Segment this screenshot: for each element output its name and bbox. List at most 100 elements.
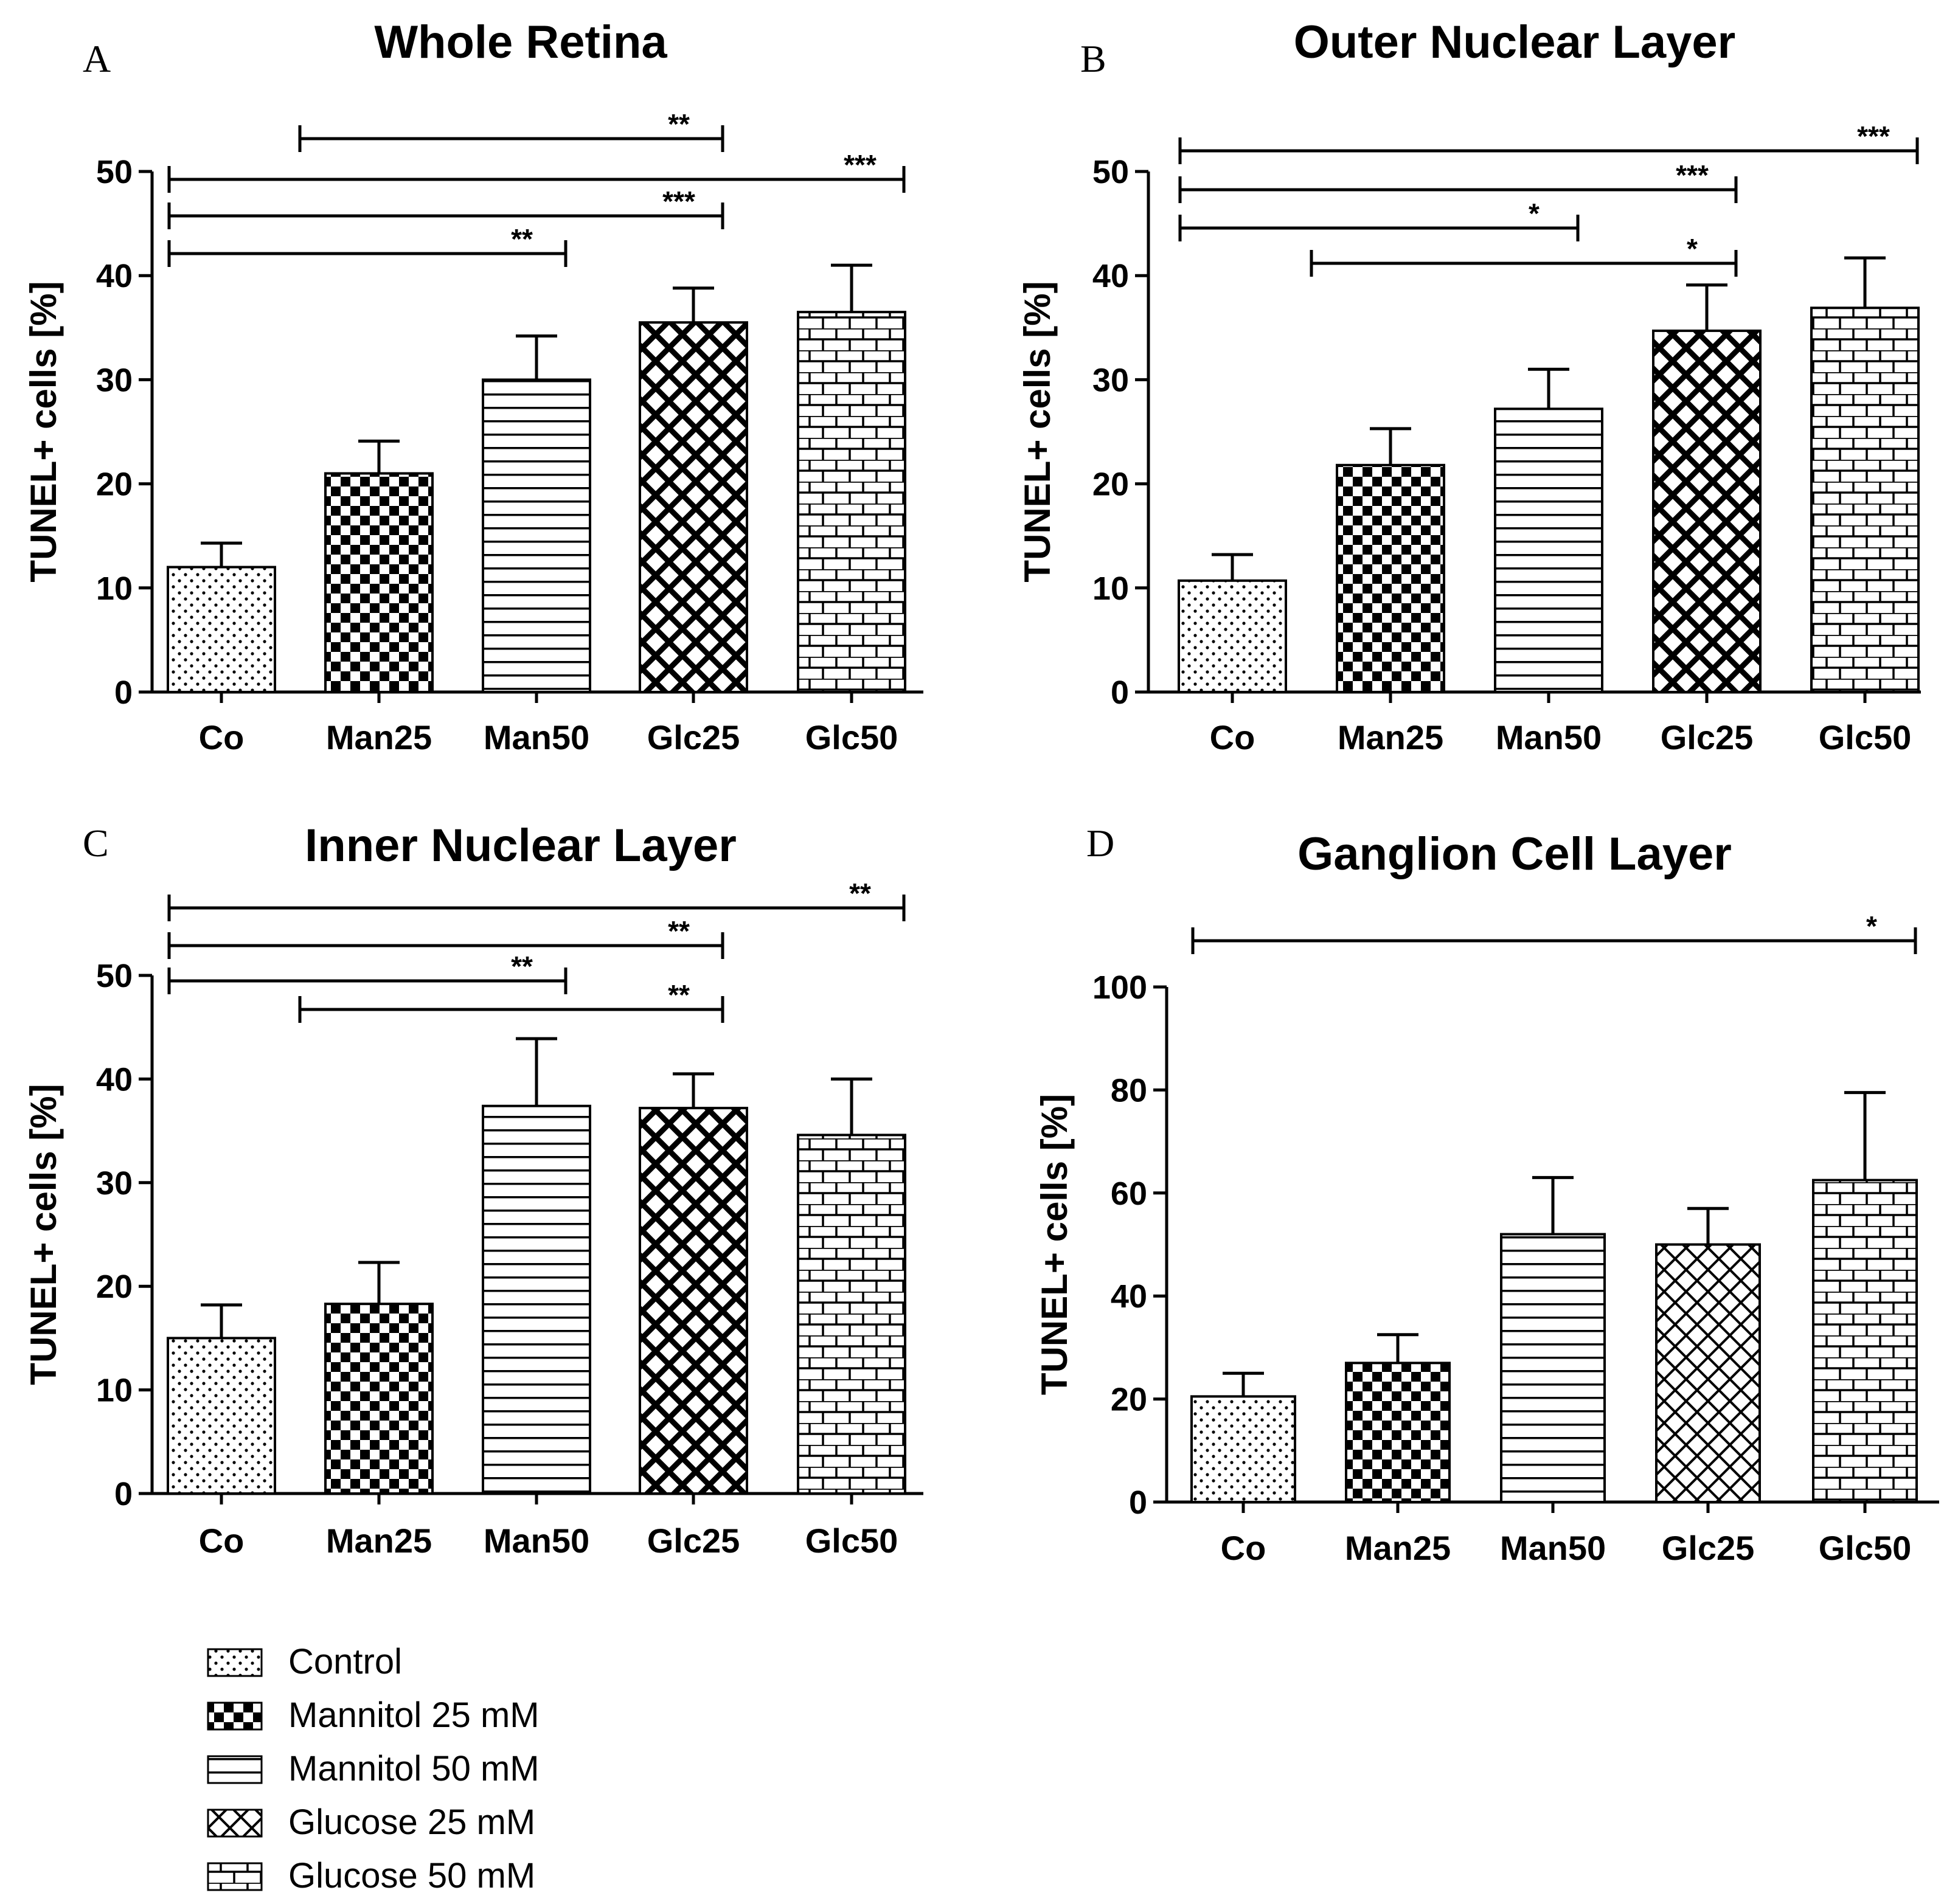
y-tick-label: 80: [1111, 1072, 1147, 1109]
y-axis-label: TUNEL+ cells [%]: [1017, 281, 1058, 582]
chart-whole-retina: Whole Retina TUNEL+ cells [%] 0 10 20 30 40 50 C…: [23, 16, 923, 756]
bar-glc25: [639, 1107, 748, 1495]
y-tick-label: 0: [114, 674, 133, 711]
x-category-label: Glc50: [1819, 718, 1912, 756]
bar-man25: [1345, 1362, 1451, 1504]
y-tick-label: 0: [1111, 674, 1129, 711]
x-category-label: Glc25: [1661, 718, 1754, 756]
y-tick-label: 20: [96, 1269, 133, 1305]
bar-man50: [482, 1104, 591, 1495]
y-tick-label: 20: [1111, 1382, 1147, 1418]
x-category-label: Glc25: [647, 1521, 740, 1560]
bar-man25: [324, 1303, 434, 1495]
y-tick-label: 20: [96, 466, 133, 503]
bar-co: [167, 566, 276, 693]
legend-swatch-brick: [207, 1862, 263, 1891]
chart-title: Whole Retina: [374, 16, 667, 68]
chart-title: Ganglion Cell Layer: [1297, 828, 1732, 880]
legend-swatch-checker: [207, 1701, 263, 1731]
bar-glc25: [1652, 329, 1762, 693]
y-tick-label: 20: [1092, 466, 1129, 503]
bar-glc50: [797, 311, 906, 693]
y-axis-label: TUNEL+ cells [%]: [23, 1084, 64, 1385]
significance-label: ***: [844, 149, 877, 181]
legend-swatch-dots: [207, 1648, 263, 1677]
x-category-label: Co: [199, 718, 245, 756]
x-category-label: Man50: [1496, 718, 1602, 756]
bar-glc25: [1655, 1243, 1761, 1503]
y-tick-label: 100: [1092, 969, 1147, 1006]
y-tick-label: 40: [96, 1061, 133, 1098]
chart-ganglion-cell-layer: Ganglion Cell Layer TUNEL+ cells [%] 0 20 40…: [1034, 828, 1939, 1567]
x-category-label: Glc50: [805, 718, 898, 756]
significance-label: **: [849, 878, 871, 909]
bar-man25: [324, 472, 434, 693]
chart-title: Inner Nuclear Layer: [305, 820, 737, 871]
y-tick-label: 0: [114, 1476, 133, 1512]
significance-label: **: [511, 950, 533, 982]
chart-title: Outer Nuclear Layer: [1294, 16, 1736, 68]
bar-glc50: [797, 1134, 906, 1495]
y-tick-label: 10: [96, 570, 133, 607]
x-category-label: Man25: [326, 718, 432, 756]
legend-swatch-xhatch: [207, 1809, 263, 1838]
x-category-label: Man25: [326, 1521, 432, 1560]
bar-co: [1190, 1395, 1296, 1503]
significance-label: ***: [1857, 120, 1890, 152]
x-category-label: Glc50: [1819, 1529, 1912, 1567]
chart-outer-nuclear-layer: Outer Nuclear Layer TUNEL+ cells [%] 0 10 20…: [1017, 16, 1921, 756]
y-tick-label: 40: [96, 258, 133, 294]
bar-man25: [1336, 463, 1445, 693]
significance-label: **: [668, 979, 690, 1011]
significance-label: ***: [1676, 159, 1709, 191]
y-tick-label: 30: [96, 1165, 133, 1202]
panel-letter-c: C: [83, 822, 109, 865]
x-category-label: Co: [1210, 718, 1255, 756]
y-axis-label: TUNEL+ cells [%]: [23, 281, 64, 582]
y-tick-label: 40: [1111, 1278, 1147, 1315]
bar-man50: [1500, 1233, 1606, 1504]
y-tick-label: 0: [1129, 1484, 1147, 1521]
significance-label: ***: [662, 185, 695, 217]
y-tick-label: 10: [96, 1373, 133, 1409]
significance-label: **: [511, 223, 533, 255]
y-tick-label: 50: [1092, 154, 1129, 190]
legend-label: Glucose 50 mM: [288, 1856, 535, 1895]
y-tick-label: 30: [1092, 362, 1129, 398]
legend-label: Control: [288, 1642, 402, 1681]
x-category-label: Glc25: [647, 718, 740, 756]
x-category-label: Man50: [1500, 1529, 1606, 1567]
legend-label: Mannitol 50 mM: [288, 1749, 540, 1788]
legend: Control Mannitol 25 mM Mannitol 50 mM Gluco…: [207, 1642, 540, 1895]
y-axis-label: TUNEL+ cells [%]: [1034, 1094, 1075, 1395]
bar-co: [1178, 579, 1287, 693]
legend-swatch-hlines: [207, 1755, 263, 1784]
y-tick-label: 50: [96, 958, 133, 994]
x-category-label: Man25: [1338, 718, 1443, 756]
x-category-label: Glc25: [1662, 1529, 1755, 1567]
y-tick-label: 60: [1111, 1175, 1147, 1212]
significance-label: **: [668, 108, 690, 140]
x-category-label: Co: [1221, 1529, 1266, 1567]
x-category-label: Man50: [484, 718, 589, 756]
bar-glc50: [1810, 306, 1920, 694]
significance-label: *: [1866, 910, 1877, 942]
y-tick-label: 50: [96, 154, 133, 190]
y-tick-label: 10: [1092, 570, 1129, 607]
legend-label: Glucose 25 mM: [288, 1802, 535, 1842]
significance-label: *: [1687, 233, 1698, 265]
y-tick-label: 40: [1092, 258, 1129, 294]
legend-label: Mannitol 25 mM: [288, 1695, 540, 1735]
x-category-label: Glc50: [805, 1521, 898, 1560]
bar-man50: [1494, 407, 1603, 693]
bar-co: [167, 1337, 276, 1495]
bar-glc25: [639, 321, 748, 693]
chart-inner-nuclear-layer: Inner Nuclear Layer TUNEL+ cells [%] 0 10 20…: [23, 820, 923, 1560]
bar-man50: [482, 378, 591, 693]
bar-glc50: [1812, 1179, 1918, 1503]
y-tick-label: 30: [96, 362, 133, 398]
panel-letter-d: D: [1086, 822, 1114, 865]
x-category-label: Co: [199, 1521, 245, 1560]
significance-label: **: [668, 915, 690, 947]
panel-letter-a: A: [83, 37, 111, 80]
